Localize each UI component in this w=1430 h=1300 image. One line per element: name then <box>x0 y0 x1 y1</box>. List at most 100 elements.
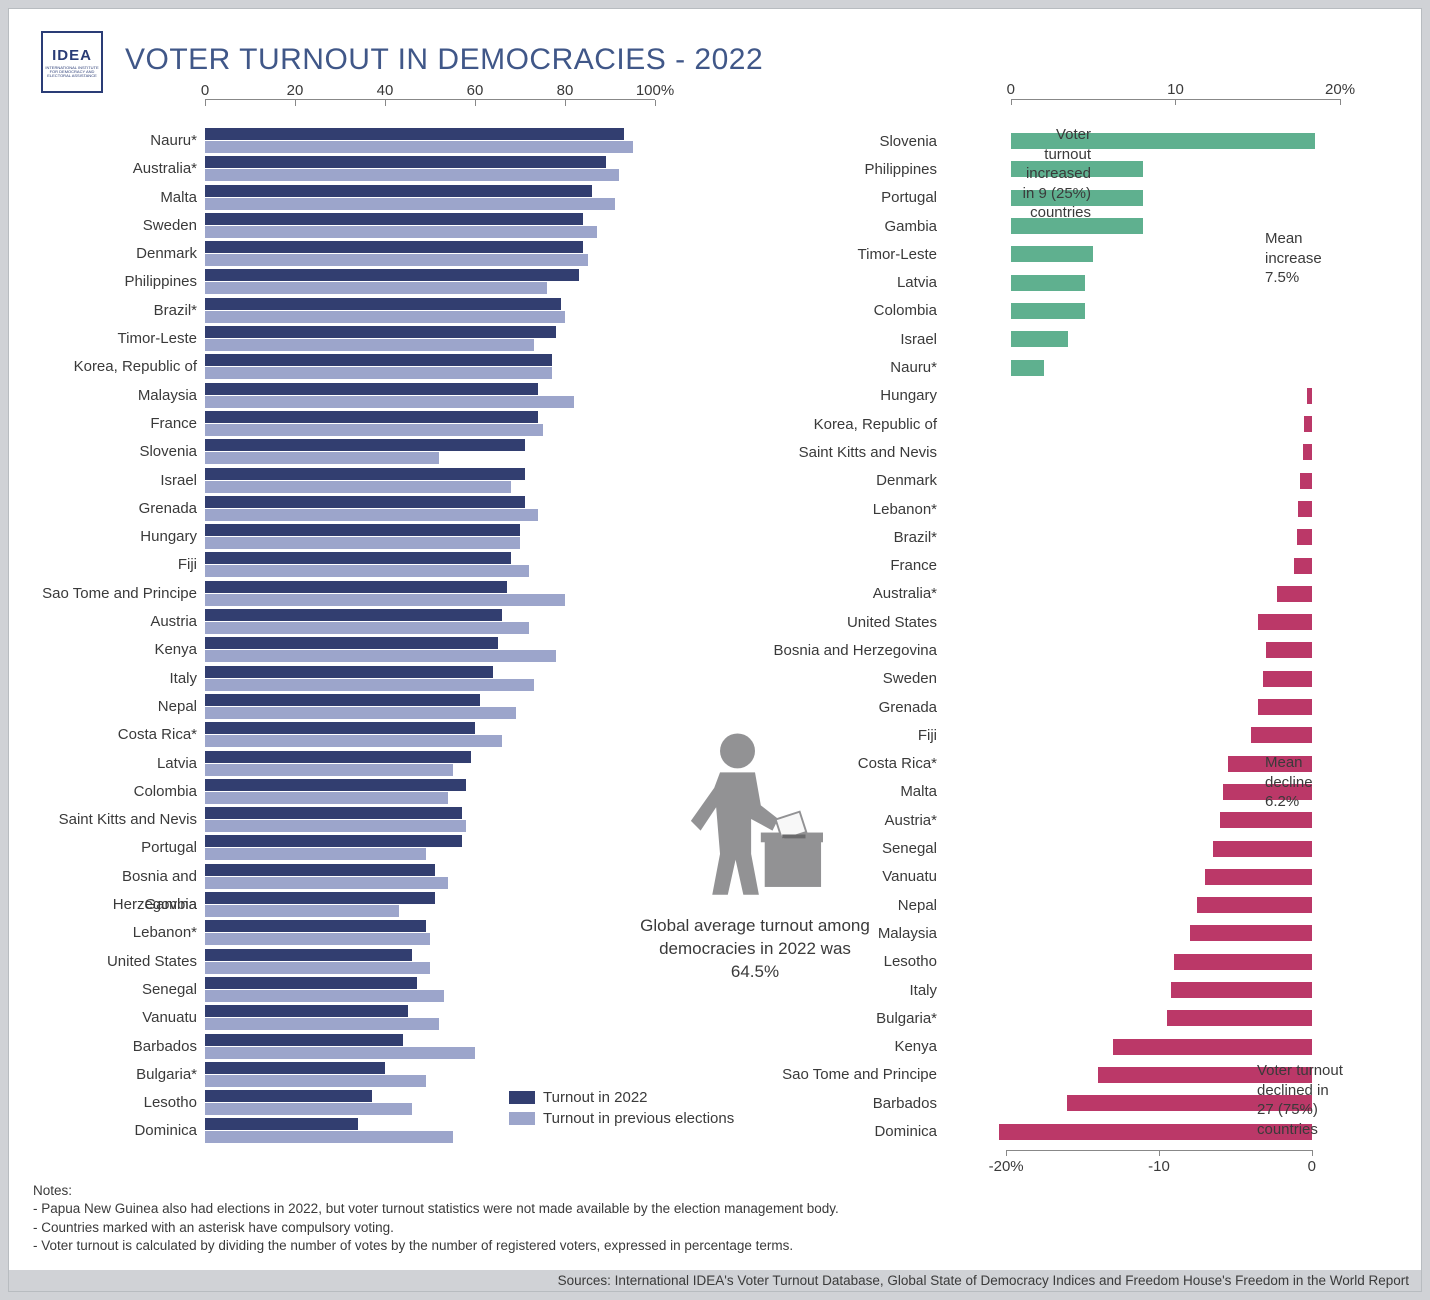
country-label: Latvia <box>35 750 205 778</box>
bar-change <box>1011 360 1044 376</box>
turnout-row: France <box>35 410 655 438</box>
country-label: Portugal <box>769 189 945 206</box>
bar-change <box>1113 1039 1312 1055</box>
country-label: Austria <box>35 608 205 636</box>
change-row: Kenya <box>769 1033 1373 1061</box>
bar-area <box>945 473 1373 489</box>
bar-area <box>945 586 1373 602</box>
country-label: Bosnia and Herzegovina <box>35 863 205 891</box>
bar-area <box>205 297 655 325</box>
bar-area <box>205 636 655 664</box>
bar-change <box>1304 416 1312 432</box>
bar-area <box>205 467 655 495</box>
annotation-mean-decline: Meandecline6.2% <box>1265 753 1345 812</box>
turnout-row: Philippines <box>35 268 655 296</box>
turnout-row: Timor-Leste <box>35 325 655 353</box>
bar-2022 <box>205 383 538 395</box>
bar-change <box>1263 671 1312 687</box>
voter-icon <box>687 729 823 910</box>
bar-2022 <box>205 581 507 593</box>
bar-2022 <box>205 920 426 932</box>
chart-title: VOTER TURNOUT IN DEMOCRACIES - 2022 <box>125 43 763 77</box>
country-label: Nauru* <box>35 127 205 155</box>
bar-area <box>945 161 1373 177</box>
turnout-row: Kenya <box>35 636 655 664</box>
bar-area <box>205 608 655 636</box>
turnout-row: Austria <box>35 608 655 636</box>
bar-2022 <box>205 468 525 480</box>
x-axis-top-left: 020406080100% <box>205 99 655 125</box>
notes-line-1: - Papua New Guinea also had elections in… <box>33 1200 839 1218</box>
bar-area <box>945 558 1373 574</box>
logo-text: IDEA <box>52 47 92 64</box>
country-label: Slovenia <box>35 438 205 466</box>
change-row: Denmark <box>769 467 1373 495</box>
bar-area <box>205 382 655 410</box>
bar-change <box>1167 1010 1312 1026</box>
notes-line-3: - Voter turnout is calculated by dividin… <box>33 1237 839 1255</box>
bar-prev <box>205 1047 475 1059</box>
bar-prev <box>205 254 588 266</box>
country-label: Israel <box>35 467 205 495</box>
bar-2022 <box>205 949 412 961</box>
turnout-row: Lebanon* <box>35 919 655 947</box>
change-row: United States <box>769 608 1373 636</box>
notes-line-2: - Countries marked with an asterisk have… <box>33 1219 839 1237</box>
bar-prev <box>205 481 511 493</box>
bar-prev <box>205 877 448 889</box>
turnout-row: Malaysia <box>35 382 655 410</box>
bar-prev <box>205 282 547 294</box>
bar-2022 <box>205 722 475 734</box>
legend-swatch-2022 <box>509 1091 535 1104</box>
country-label: Dominica <box>769 1123 945 1140</box>
country-label: Dominica <box>35 1117 205 1145</box>
bar-area <box>205 438 655 466</box>
bar-area <box>205 721 655 749</box>
bar-prev <box>205 764 453 776</box>
bar-area <box>945 699 1373 715</box>
country-label: Colombia <box>35 778 205 806</box>
change-row: Fiji <box>769 721 1373 749</box>
bar-2022 <box>205 1034 403 1046</box>
x-axis-top-right: 01020% <box>945 99 1373 125</box>
bar-prev <box>205 848 426 860</box>
bar-area <box>945 416 1373 432</box>
country-label: Lebanon* <box>769 501 945 518</box>
bar-2022 <box>205 326 556 338</box>
country-label: Malta <box>35 184 205 212</box>
bar-area <box>205 1033 655 1061</box>
bar-area <box>205 155 655 183</box>
change-row: Nauru* <box>769 353 1373 381</box>
legend-row-prev: Turnout in previous elections <box>509 1110 734 1127</box>
legend: Turnout in 2022 Turnout in previous elec… <box>509 1089 734 1131</box>
annotation-increase-count: Voterturnoutincreasedin 9 (25%)countries <box>1013 125 1091 223</box>
country-label: Israel <box>769 331 945 348</box>
change-row: Saint Kitts and Nevis <box>769 438 1373 466</box>
country-label: Sao Tome and Principe <box>35 580 205 608</box>
country-label: Timor-Leste <box>35 325 205 353</box>
turnout-row: Bulgaria* <box>35 1061 655 1089</box>
bar-area <box>945 1010 1373 1026</box>
turnout-row: Bosnia and Herzegovina <box>35 863 655 891</box>
bar-area <box>205 806 655 834</box>
bar-area <box>945 954 1373 970</box>
bar-prev <box>205 679 534 691</box>
bar-2022 <box>205 552 511 564</box>
country-label: Bulgaria* <box>35 1061 205 1089</box>
country-label: Sweden <box>35 212 205 240</box>
bar-change <box>1277 586 1312 602</box>
country-label: Denmark <box>769 472 945 489</box>
country-label: Gambia <box>35 891 205 919</box>
bar-area <box>205 863 655 891</box>
country-label: Nepal <box>35 693 205 721</box>
bar-area <box>205 268 655 296</box>
turnout-row: Israel <box>35 467 655 495</box>
bar-change <box>1266 642 1312 658</box>
country-label: Nauru* <box>769 359 945 376</box>
turnout-row: Brazil* <box>35 297 655 325</box>
bar-prev <box>205 990 444 1002</box>
bar-prev <box>205 650 556 662</box>
bar-change <box>1011 303 1085 319</box>
country-label: Latvia <box>769 274 945 291</box>
country-label: Barbados <box>35 1033 205 1061</box>
